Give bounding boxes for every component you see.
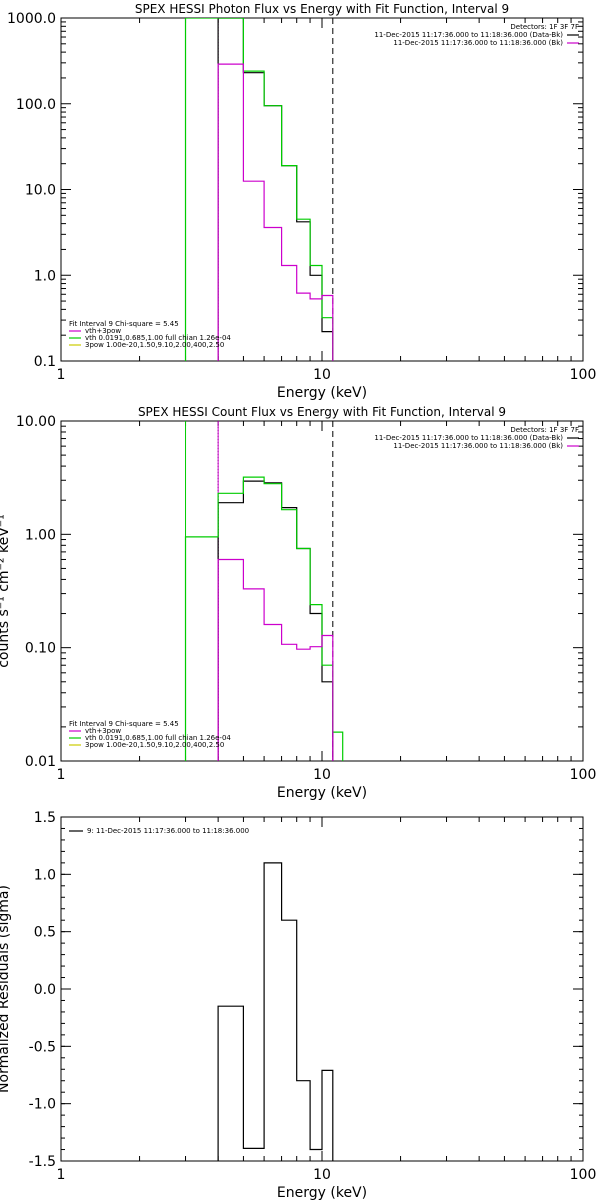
series-3-line — [217, 63, 334, 361]
plot-area — [217, 862, 334, 1161]
y-tick-label: 10.0 — [25, 183, 56, 199]
chart-title: SPEX HESSI Photon Flux vs Energy with Fi… — [135, 2, 509, 16]
x-tick-label: 1 — [57, 767, 66, 783]
legend-entry: vth+3pow — [85, 727, 121, 735]
legend-fit-header: Fit Interval 9 Chi-square = 5.45 — [69, 320, 179, 328]
x-tick-label: 10 — [313, 1167, 331, 1183]
chart-panel-1: SPEX HESSI Photon Flux vs Energy with Fi… — [7, 2, 596, 401]
x-tick-label: 10 — [313, 367, 331, 383]
legend-header: Detectors: 1F 3F 7F — [510, 23, 579, 31]
x-tick-label: 100 — [570, 1167, 597, 1183]
x-tick-label: 1 — [57, 367, 66, 383]
x-tick-label: 10 — [313, 767, 331, 783]
x-tick-label: 100 — [570, 767, 597, 783]
chart-panel-2: SPEX HESSI Count Flux vs Energy with Fit… — [0, 405, 596, 801]
y-tick-label: -0.5 — [29, 1039, 56, 1055]
y-tick-label: -1.5 — [29, 1154, 56, 1170]
y-tick-label: 1.0 — [34, 867, 56, 883]
series-1-line — [217, 18, 334, 361]
x-axis-label: Energy (keV) — [277, 785, 367, 801]
legend-entry: 11-Dec-2015 11:17:36.000 to 11:18:36.000… — [393, 39, 563, 47]
y-tick-label: 1000.0 — [7, 11, 56, 27]
series-2-line — [184, 476, 344, 761]
y-axis-label: Normalized Residuals (sigma) — [0, 885, 12, 1093]
plot-area — [184, 421, 344, 761]
legend-entry: 9: 11-Dec-2015 11:17:36.000 to 11:18:36.… — [87, 827, 249, 835]
plot-area — [184, 18, 334, 361]
legend-header: Detectors: 1F 3F 7F — [510, 426, 579, 434]
series-3-line — [217, 558, 334, 761]
series-2-line — [184, 18, 334, 361]
y-axis-label: counts s⁻¹ cm⁻² keV⁻¹ — [0, 514, 12, 668]
plot-frame — [60, 420, 584, 762]
legend-entry: 11-Dec-2015 11:17:36.000 to 11:18:36.000… — [374, 434, 563, 442]
legend-entry: vth+3pow — [85, 327, 121, 335]
legend-entry: 11-Dec-2015 11:17:36.000 to 11:18:36.000… — [393, 442, 563, 450]
legend-entry: 3pow 1.00e-20,1.50,9.10,2.00,400,2.50 — [85, 341, 224, 349]
x-axis-label: Energy (keV) — [277, 1185, 367, 1200]
x-tick-label: 1 — [57, 1167, 66, 1183]
y-tick-label: 10.00 — [16, 414, 56, 430]
y-tick-label: 0.10 — [25, 641, 56, 657]
x-tick-label: 100 — [570, 367, 597, 383]
y-tick-label: 1.0 — [34, 268, 56, 284]
chart-panel-3: 1 10 100 -1.5 -1.0 -0.5 0.0 0.5 1.0 1.5 Energy (ke… — [0, 810, 596, 1200]
series-1-line — [217, 480, 334, 761]
y-tick-label: 0.01 — [25, 754, 56, 770]
series-1-line — [217, 862, 334, 1161]
legend-entry: vth 0.0191,0.685,1.00 full chian 1.26e-0… — [85, 734, 231, 742]
y-tick-label: 1.5 — [34, 810, 56, 826]
y-tick-label: -1.0 — [29, 1097, 56, 1113]
x-axis-label: Energy (keV) — [277, 385, 367, 401]
chart-title: SPEX HESSI Count Flux vs Energy with Fit… — [138, 405, 506, 419]
y-tick-label: 0.0 — [34, 982, 56, 998]
legend-fit-header: Fit Interval 9 Chi-square = 5.45 — [69, 720, 179, 728]
y-tick-label: 0.5 — [34, 925, 56, 941]
y-tick-label: 1.00 — [25, 527, 56, 543]
legend-entry: vth 0.0191,0.685,1.00 full chian 1.26e-0… — [85, 334, 231, 342]
y-tick-label: 0.1 — [34, 354, 56, 370]
legend-entry: 3pow 1.00e-20,1.50,9.10,2.00,400,2.50 — [85, 741, 224, 749]
y-tick-label: 100.0 — [16, 97, 56, 113]
legend-entry: 11-Dec-2015 11:17:36.000 to 11:18:36.000… — [374, 31, 563, 39]
